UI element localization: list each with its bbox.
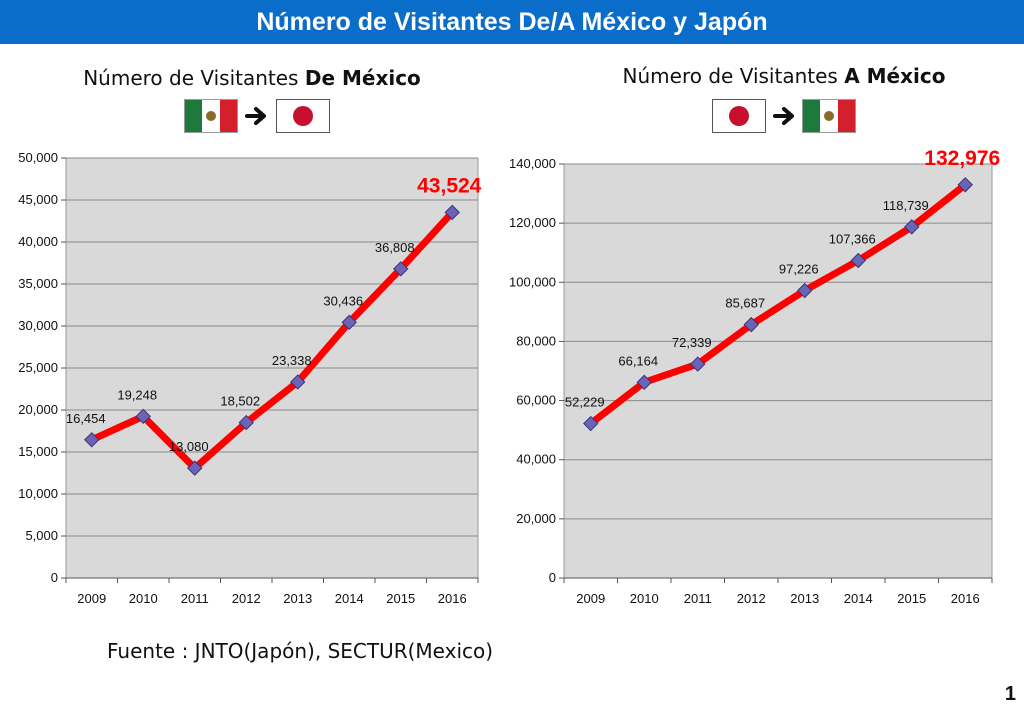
left-ytick-label: 0 xyxy=(51,570,58,585)
left-ytick-label: 45,000 xyxy=(18,192,58,207)
page-number: 1 xyxy=(1004,683,1016,705)
left-data-point xyxy=(135,408,151,425)
right-ytick-label: 140,000 xyxy=(509,156,556,171)
right-plot-area xyxy=(563,163,993,579)
left-xtick-label: 2011 xyxy=(181,591,209,606)
left-xtick-label: 2009 xyxy=(77,591,106,606)
left-data-point xyxy=(341,314,357,331)
right-data-point xyxy=(583,415,599,432)
right-ytick-label: 80,000 xyxy=(516,333,556,348)
left-xtick-label: 2013 xyxy=(283,591,312,606)
right-xtick-label: 2015 xyxy=(897,591,926,606)
left-data-label: 19,248 xyxy=(117,387,157,402)
left-data-label: 13,080 xyxy=(169,439,209,454)
right-ytick-label: 0 xyxy=(549,570,556,585)
left-data-label: 36,808 xyxy=(375,240,415,255)
left-data-point xyxy=(238,414,254,431)
left-data-point xyxy=(444,204,460,221)
left-data-point xyxy=(84,432,100,448)
right-data-label: 97,226 xyxy=(779,261,819,276)
right-flags xyxy=(712,99,858,133)
right-ytick-label: 60,000 xyxy=(516,393,556,408)
right-data-point xyxy=(636,374,652,391)
arrow-right-icon xyxy=(245,107,266,125)
japan-flag-icon xyxy=(712,99,766,133)
right-data-point xyxy=(743,316,759,333)
japan-flag-icon xyxy=(276,99,330,133)
left-xtick-label: 2016 xyxy=(438,591,467,606)
right-ytick-label: 100,000 xyxy=(509,274,556,289)
left-xtick-label: 2014 xyxy=(335,591,364,606)
left-chart-subtitle: Número de Visitantes De México xyxy=(32,66,472,90)
right-data-point xyxy=(850,252,866,269)
right-line-chart: 0 20,000 40,000 60,000 80,000 100,000 120,000 1… xyxy=(509,147,1000,606)
right-data-label: 72,339 xyxy=(672,335,712,350)
left-subtitle-bold: De México xyxy=(304,66,421,90)
right-data-label: 107,366 xyxy=(829,232,876,247)
left-data-label: 30,436 xyxy=(323,293,363,308)
left-ytick-label: 10,000 xyxy=(18,486,58,501)
left-ytick-label: 5,000 xyxy=(25,528,58,543)
left-subtitle-prefix: Número de Visitantes xyxy=(83,66,305,90)
left-data-label: 16,454 xyxy=(66,411,106,426)
right-subtitle-bold: A México xyxy=(844,64,946,88)
right-xtick-label: 2016 xyxy=(951,591,980,606)
right-data-label: 132,976 xyxy=(924,147,1000,170)
right-data-point xyxy=(957,177,973,193)
left-xtick-label: 2010 xyxy=(129,591,158,606)
right-xtick-label: 2009 xyxy=(576,591,605,606)
left-ytick-label: 30,000 xyxy=(18,318,58,333)
left-data-point xyxy=(290,374,306,390)
left-data-label: 18,502 xyxy=(220,394,260,409)
left-line-chart: 0 5,000 10,000 15,000 20,000 25,000 30,000 35,0… xyxy=(18,150,482,606)
slide-title: Número de Visitantes De/A México y Japón xyxy=(0,0,1024,44)
left-xtick-label: 2012 xyxy=(232,591,261,606)
left-ytick-label: 25,000 xyxy=(18,360,58,375)
right-xtick-label: 2010 xyxy=(630,591,659,606)
right-series-line xyxy=(587,181,969,428)
left-data-point xyxy=(187,460,203,476)
right-data-point xyxy=(797,282,813,299)
right-ytick-label: 40,000 xyxy=(516,452,556,467)
right-data-label: 52,229 xyxy=(565,395,605,410)
right-xtick-label: 2012 xyxy=(737,591,766,606)
left-series-line xyxy=(88,208,456,472)
right-subtitle-prefix: Número de Visitantes xyxy=(622,64,845,88)
left-ytick-label: 40,000 xyxy=(18,234,58,249)
right-xtick-label: 2011 xyxy=(684,591,712,606)
mexico-flag-icon xyxy=(184,99,238,133)
left-ytick-label: 50,000 xyxy=(18,150,58,165)
left-ytick-label: 15,000 xyxy=(18,444,58,459)
left-data-label: 23,338 xyxy=(272,353,312,368)
left-ytick-label: 35,000 xyxy=(18,276,58,291)
left-data-label: 43,524 xyxy=(417,174,482,197)
left-data-point xyxy=(393,261,409,277)
right-chart-subtitle: Número de Visitantes A México xyxy=(564,64,1004,88)
source-note: Fuente : JNTO(Japón), SECTUR(Mexico) xyxy=(107,639,494,663)
right-data-label: 118,739 xyxy=(883,198,929,213)
right-xtick-label: 2013 xyxy=(790,591,819,606)
right-data-label: 85,687 xyxy=(725,296,765,311)
right-data-point xyxy=(904,219,920,235)
arrow-right-icon xyxy=(773,107,794,125)
mexico-flag-icon xyxy=(802,99,856,133)
left-flags xyxy=(184,99,330,133)
left-xtick-label: 2015 xyxy=(386,591,415,606)
left-ytick-label: 20,000 xyxy=(18,402,58,417)
right-data-point xyxy=(690,356,706,372)
right-xtick-label: 2014 xyxy=(844,591,873,606)
right-ytick-label: 120,000 xyxy=(509,215,556,230)
right-data-label: 66,164 xyxy=(618,353,658,368)
right-ytick-label: 20,000 xyxy=(516,511,556,526)
